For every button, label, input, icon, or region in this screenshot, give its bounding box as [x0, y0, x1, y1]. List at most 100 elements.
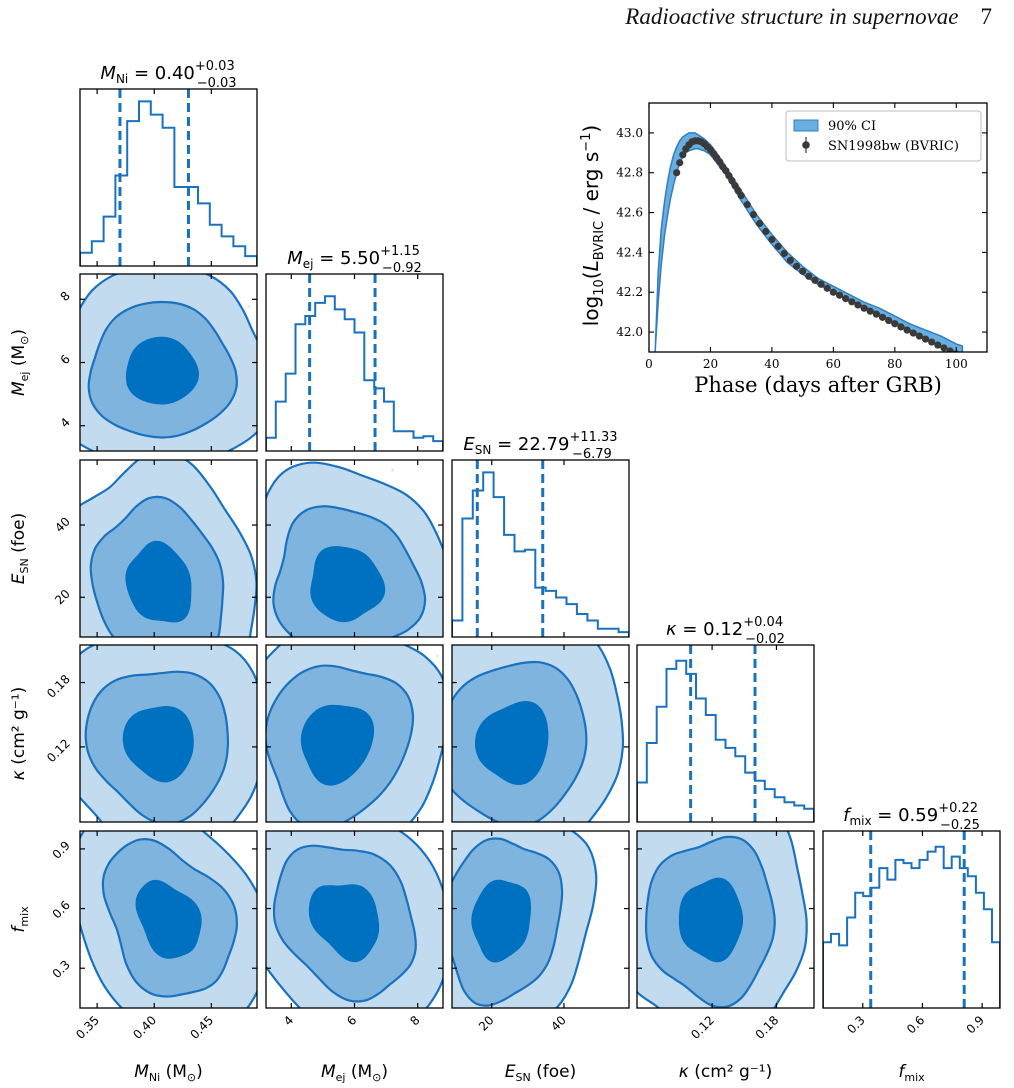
legend-swatch-ci [793, 119, 819, 132]
data-point [823, 284, 831, 292]
legend-marker-points [802, 141, 810, 149]
lc-y-axis-label: log10(LBVRIC / erg s−1) [579, 125, 607, 326]
lc-x-tick-label: 80 [887, 357, 902, 371]
contour-level-3 [135, 879, 202, 959]
y-axis-label-esn: ESN (foe) [9, 513, 31, 584]
contour-level-3 [125, 336, 199, 405]
contour-level-3 [125, 540, 192, 623]
lc-y-tick-label: 42.4 [616, 245, 643, 259]
x-tick-label: 0.3 [844, 1013, 867, 1036]
panel-kappa-vs-mni: 0.12 0.18 κ (cm² g⁻¹) [9, 644, 258, 823]
data-point [676, 159, 684, 167]
data-point [946, 347, 954, 352]
lc-y-tick-label: 42.2 [616, 285, 643, 299]
y-tick-label: 20 [52, 587, 73, 608]
x-tick-label: 0.40 [130, 1013, 159, 1042]
histogram-esn [452, 471, 629, 637]
lc-y-tick-label: 42.6 [616, 206, 643, 220]
x-tick-label: 20 [476, 1013, 497, 1034]
data-point [829, 288, 837, 296]
panel-frame [79, 88, 258, 267]
panel-esn-vs-esn: ESN = 22.79+11.33 −6.79 [451, 430, 630, 638]
y-tick-label: 0.3 [50, 958, 73, 981]
panel-frame [451, 830, 630, 1009]
y-axis-label-mej: Mej (M⊙) [9, 329, 31, 396]
x-tick-label: 4 [281, 1013, 296, 1028]
panel-fmix-vs-mni: 0.3 0.6 0.9 fmix 0.35 0.40 0.45 MNi (M⊙) [9, 830, 258, 1084]
data-point [848, 298, 856, 306]
sample-dot [435, 654, 439, 658]
title-mej: Mej = 5.50+1.15 −0.92 [287, 244, 422, 276]
data-point [903, 326, 911, 334]
panel-mej-vs-mni: 4 6 8 Mej (M⊙) [9, 273, 258, 452]
x-tick-label: 0.12 [688, 1013, 717, 1042]
panel-frame [451, 644, 630, 823]
data-point [897, 323, 905, 331]
x-tick-label: 0.9 [964, 1013, 987, 1036]
title-fmix: fmix = 0.59+0.22 −0.25 [843, 801, 980, 833]
y-tick-label: 0.12 [44, 736, 73, 765]
title-esn: ESN = 22.79+11.33 −6.79 [463, 430, 617, 462]
contour-level-3 [300, 704, 375, 786]
legend-frame [785, 110, 982, 162]
data-point [673, 169, 681, 177]
x-axis-label-kappa: κ (cm² g⁻¹) [679, 1062, 772, 1082]
sample-dot [391, 468, 395, 472]
running-header: Radioactive structure in supernovae 7 [625, 4, 992, 30]
data-point [780, 249, 788, 257]
panel-frame [451, 459, 630, 638]
lc-x-tick-label: 60 [826, 357, 841, 371]
x-tick-label: 8 [407, 1013, 422, 1028]
data-point [872, 310, 880, 318]
histogram-kappa [637, 659, 814, 822]
data-point [768, 235, 776, 244]
data-point [811, 276, 819, 284]
data-point [854, 301, 862, 309]
panel-frame [636, 830, 815, 1009]
data-point [799, 267, 807, 275]
data-point [743, 200, 751, 209]
panel-esn-vs-mej [265, 459, 444, 638]
sample-dot [115, 474, 119, 478]
lc-x-tick-label: 0 [645, 357, 653, 371]
panel-frame [822, 830, 1001, 1009]
legend-label-points: SN1998bw (BVRIC) [828, 139, 959, 154]
data-point [891, 320, 899, 328]
data-point [835, 291, 844, 299]
data-point [885, 316, 893, 325]
data-point [934, 341, 942, 349]
panel-frame [636, 644, 815, 823]
y-tick-label: 0.6 [50, 898, 73, 921]
panel-mej-vs-mej: Mej = 5.50+1.15 −0.92 [265, 244, 444, 452]
lc-y-tick-label: 42.8 [616, 166, 643, 180]
y-axis-label-kappa: κ (cm² g⁻¹) [9, 687, 29, 780]
data-point [909, 329, 917, 337]
data-point [921, 335, 930, 343]
data-point [792, 262, 801, 270]
sample-dot [436, 530, 440, 534]
title-mni: MNi = 0.40+0.03 −0.03 [100, 59, 236, 91]
data-point [928, 338, 936, 346]
panel-fmix-vs-esn: 20 40 ESN (foe) [451, 830, 630, 1084]
lc-x-tick-label: 100 [945, 357, 968, 371]
data-point [749, 210, 758, 219]
data-point [817, 280, 825, 288]
contour-level-3 [474, 700, 549, 785]
panel-fmix-vs-kappa: 0.12 0.18 κ (cm² g⁻¹) [636, 830, 815, 1082]
panel-kappa-vs-esn [451, 644, 630, 823]
title-kappa: κ = 0.12+0.04 −0.02 [666, 615, 785, 647]
y-axis-label-fmix: fmix [9, 906, 31, 933]
data-point [805, 272, 813, 280]
data-point [860, 304, 868, 312]
y-tick-label: 6 [58, 352, 73, 367]
data-point [679, 151, 687, 159]
x-tick-label: 0.35 [73, 1013, 102, 1042]
histogram-fmix [823, 845, 1000, 1008]
data-point [842, 295, 850, 303]
sample-dot [247, 304, 251, 308]
x-tick-label: 0.18 [753, 1013, 782, 1042]
legend-label-ci: 90% CI [828, 119, 876, 134]
y-tick-label: 0.9 [50, 838, 73, 861]
panel-kappa-vs-kappa: κ = 0.12+0.04 −0.02 [636, 615, 815, 823]
